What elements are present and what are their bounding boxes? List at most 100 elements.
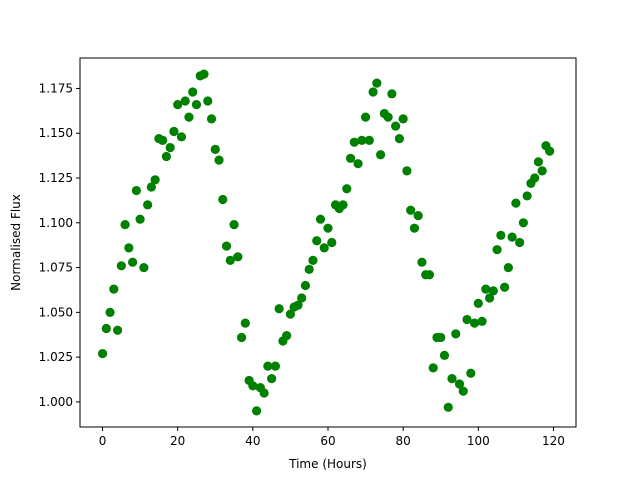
data-point <box>236 332 247 343</box>
data-point <box>503 262 513 273</box>
data-point <box>364 135 374 145</box>
data-point <box>176 132 187 142</box>
y-tick-label: 1.000 <box>39 395 73 409</box>
data-point <box>492 245 502 255</box>
y-axis-ticks: 1.000 1.025 1.050 1.075 1.100 1.125 1.150 1.175 <box>39 81 80 409</box>
data-point <box>139 262 149 273</box>
data-point <box>214 155 224 165</box>
data-point <box>248 381 258 391</box>
data-point <box>120 219 130 230</box>
data-point <box>267 374 277 384</box>
data-point <box>327 237 337 248</box>
data-point <box>128 257 138 267</box>
y-tick-label: 1.050 <box>39 305 73 319</box>
data-point <box>451 329 461 339</box>
x-tick-label: 20 <box>170 434 185 448</box>
data-point <box>116 261 126 271</box>
y-tick-label: 1.175 <box>39 81 73 95</box>
data-point <box>533 157 544 167</box>
data-point <box>263 361 273 371</box>
data-point <box>402 166 412 176</box>
data-point <box>101 323 111 334</box>
data-point <box>240 318 250 328</box>
data-point <box>165 142 175 153</box>
data-point <box>180 96 190 106</box>
data-point <box>376 150 386 160</box>
data-point <box>282 331 292 341</box>
data-point <box>458 386 468 396</box>
data-point <box>158 135 168 145</box>
data-point <box>473 298 483 308</box>
data-point <box>545 146 555 156</box>
data-point <box>285 309 296 319</box>
data-point <box>522 191 532 201</box>
data-point <box>169 126 179 137</box>
data-point <box>530 173 540 183</box>
data-point <box>161 151 172 162</box>
x-tick-label: 120 <box>542 434 565 448</box>
data-point <box>112 325 123 335</box>
x-tick-label: 100 <box>467 434 490 448</box>
data-point <box>488 286 498 296</box>
data-point <box>135 214 145 224</box>
data-point <box>270 361 280 371</box>
y-tick-label: 1.075 <box>39 261 73 275</box>
data-point <box>184 112 194 122</box>
data-point <box>188 87 198 97</box>
data-point <box>507 232 517 242</box>
data-point <box>349 137 359 147</box>
data-point <box>477 316 487 326</box>
data-point <box>368 87 378 97</box>
data-point <box>229 219 239 230</box>
data-point <box>500 282 510 292</box>
data-point <box>308 255 318 266</box>
data-point <box>293 300 303 310</box>
data-point <box>537 166 547 176</box>
data-point <box>304 264 314 274</box>
data-points <box>97 69 555 416</box>
data-point <box>150 175 160 185</box>
data-point <box>353 159 363 169</box>
data-point <box>484 293 495 303</box>
data-point <box>105 307 115 317</box>
x-axis-ticks: 0 20 40 60 80 100 120 <box>99 427 565 448</box>
data-point <box>515 237 525 248</box>
data-point <box>345 153 356 163</box>
data-point <box>146 182 156 192</box>
data-point <box>143 200 153 210</box>
data-point <box>439 350 450 360</box>
data-point <box>173 99 183 110</box>
data-point <box>203 96 213 106</box>
data-point <box>218 194 228 205</box>
data-point <box>462 314 472 325</box>
data-point <box>372 78 382 88</box>
data-point <box>300 280 311 291</box>
data-point <box>338 200 348 210</box>
data-point <box>413 211 423 221</box>
data-point <box>518 218 528 228</box>
data-point <box>481 284 491 294</box>
data-point <box>391 121 401 131</box>
x-tick-label: 0 <box>99 434 107 448</box>
data-point <box>259 388 269 398</box>
data-point <box>383 112 393 122</box>
data-point <box>297 293 307 303</box>
data-point <box>496 230 506 240</box>
data-point <box>221 241 232 251</box>
y-tick-label: 1.125 <box>39 171 73 185</box>
data-point <box>323 223 333 233</box>
data-point <box>342 184 352 194</box>
data-point <box>252 406 262 416</box>
data-point <box>206 114 217 124</box>
data-point <box>274 304 284 314</box>
data-point <box>233 252 243 262</box>
data-point <box>109 284 119 294</box>
y-tick-label: 1.100 <box>39 216 73 230</box>
data-point <box>406 205 416 215</box>
x-axis-label: Time (Hours) <box>288 457 367 471</box>
data-point <box>357 135 367 145</box>
data-point <box>424 270 435 280</box>
x-tick-label: 40 <box>245 434 260 448</box>
data-point <box>394 134 404 144</box>
data-point <box>319 243 329 253</box>
